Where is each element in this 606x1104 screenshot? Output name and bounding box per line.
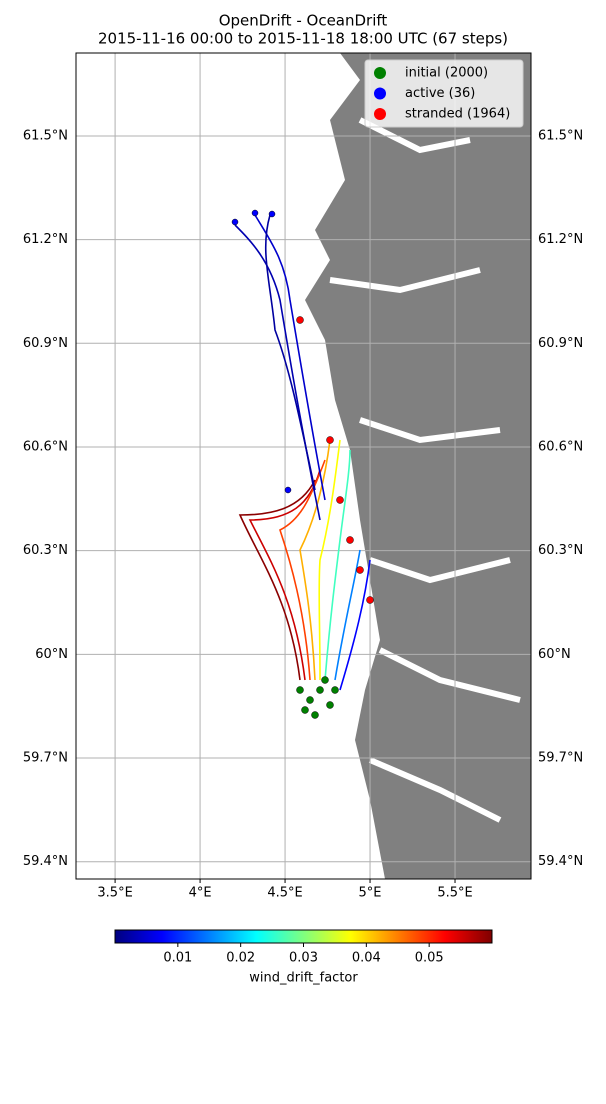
y-tick-label: 59.4°N	[23, 854, 68, 869]
grid	[76, 53, 531, 879]
title: OpenDrift - OceanDrift	[219, 12, 388, 30]
legend-label: stranded (1964)	[405, 107, 510, 122]
colorbar-tick-label: 0.02	[226, 951, 255, 966]
y-tick-label-right: 59.7°N	[538, 751, 583, 766]
y-tick-label-right: 59.4°N	[538, 854, 583, 869]
x-tick-label: 4°E	[189, 886, 212, 901]
y-tick-label: 60.3°N	[23, 543, 68, 558]
y-tick-label-right: 61.2°N	[538, 232, 583, 247]
legend-marker	[374, 108, 386, 120]
legend: initial (2000) active (36) stranded (1964)	[364, 59, 524, 128]
y-tick-label-right: 60.9°N	[538, 336, 583, 351]
colorbar-tick-label: 0.04	[352, 951, 381, 966]
x-tick-label: 5°E	[359, 886, 382, 901]
subtitle: 2015-11-16 00:00 to 2015-11-18 18:00 UTC…	[98, 30, 508, 48]
x-tick-label: 3.5°E	[97, 886, 132, 901]
legend-marker	[374, 67, 386, 79]
legend-label: active (36)	[405, 86, 475, 101]
y-tick-label: 60°N	[35, 647, 68, 662]
map-frame	[75, 52, 532, 880]
y-tick-label: 60.6°N	[23, 439, 68, 454]
colorbar-bar	[114, 929, 493, 944]
particles	[231, 209, 374, 719]
y-tick-label-right: 60.3°N	[538, 543, 583, 558]
legend-box	[364, 59, 524, 128]
y-tick-label-right: 60°N	[538, 647, 571, 662]
colorbar: 0.01 0.02 0.03 0.04 0.05 wind_drift_factor	[114, 929, 493, 986]
x-tick-label: 5.5°E	[437, 886, 472, 901]
y-tick-label: 60.9°N	[23, 336, 68, 351]
legend-marker	[374, 87, 386, 100]
y-tick-label: 61.2°N	[23, 232, 68, 247]
colorbar-tick-label: 0.01	[163, 951, 192, 966]
colorbar-tick-label: 0.05	[415, 951, 444, 966]
y-tick-label-right: 61.5°N	[538, 128, 583, 143]
land	[305, 53, 531, 879]
x-tick-label: 4.5°E	[267, 886, 302, 901]
y-tick-label-right: 60.6°N	[538, 439, 583, 454]
legend-label: initial (2000)	[405, 66, 488, 81]
y-tick-label: 59.7°N	[23, 751, 68, 766]
y-tick-label: 61.5°N	[23, 128, 68, 143]
colorbar-tick-label: 0.03	[289, 951, 318, 966]
trajectories	[234, 214, 371, 691]
colorbar-label: wind_drift_factor	[249, 971, 358, 986]
